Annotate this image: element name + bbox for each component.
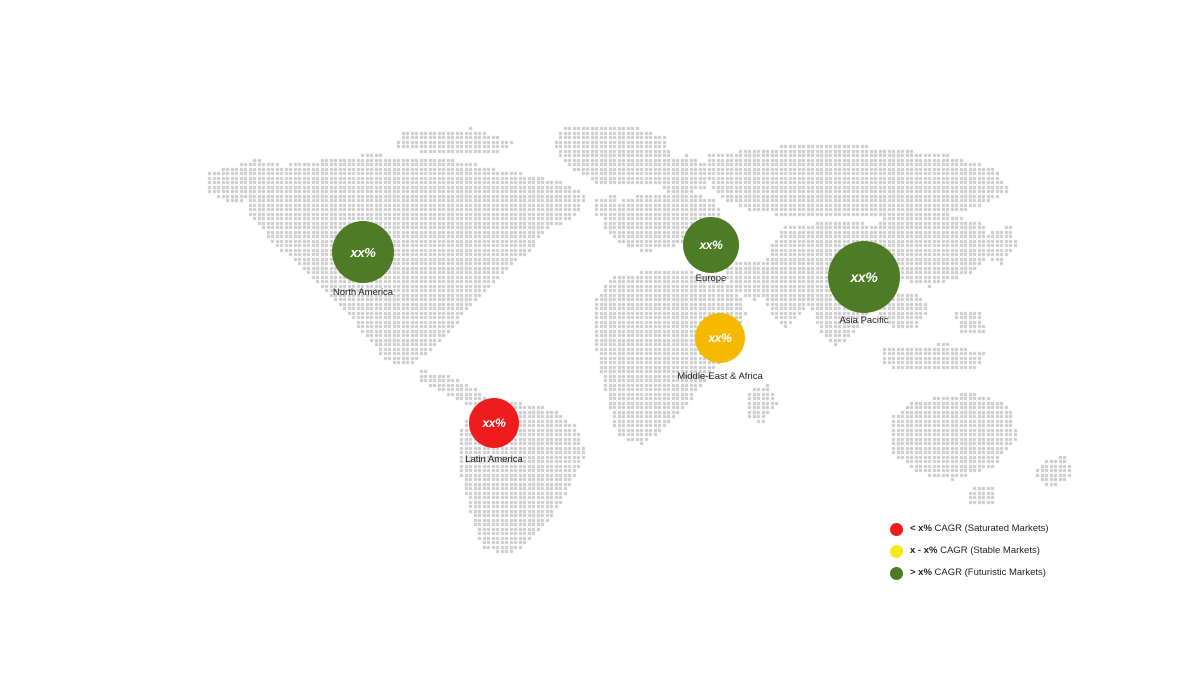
region-label-north-america: North America (332, 287, 394, 298)
legend-item[interactable]: > x% CAGR (Futuristic Markets) (890, 562, 1090, 584)
region-marker-middle-east-africa[interactable]: xx% (695, 313, 745, 363)
legend-label: < x% CAGR (Saturated Markets) (910, 523, 1049, 535)
region-label-middle-east-africa: Middle-East & Africa (677, 371, 763, 382)
legend-label: > x% CAGR (Futuristic Markets) (910, 567, 1046, 579)
region-label-europe: Europe (695, 273, 727, 284)
region-marker-value: xx% (850, 269, 878, 285)
legend-item[interactable]: < x% CAGR (Saturated Markets) (890, 518, 1090, 540)
region-marker-north-america[interactable]: xx% (332, 221, 394, 283)
region-marker-europe[interactable]: xx% (683, 217, 739, 273)
region-marker-value: xx% (482, 416, 506, 430)
region-marker-latin-america[interactable]: xx% (469, 398, 519, 448)
legend-dot-icon (890, 544, 903, 558)
legend-dot-icon (890, 522, 903, 536)
region-label-asia-pacific: Asia Pacific (839, 315, 889, 326)
legend-dot-icon (890, 566, 903, 580)
legend-item[interactable]: x - x% CAGR (Stable Markets) (890, 540, 1090, 562)
region-marker-value: xx% (708, 331, 732, 345)
legend-label: x - x% CAGR (Stable Markets) (910, 545, 1040, 557)
region-label-latin-america: Latin America (465, 454, 523, 465)
region-marker-value: xx% (699, 238, 723, 252)
region-marker-value: xx% (350, 244, 376, 260)
region-marker-asia-pacific[interactable]: xx% (828, 241, 900, 313)
legend: < x% CAGR (Saturated Markets) x - x% CAGR… (890, 518, 1090, 584)
